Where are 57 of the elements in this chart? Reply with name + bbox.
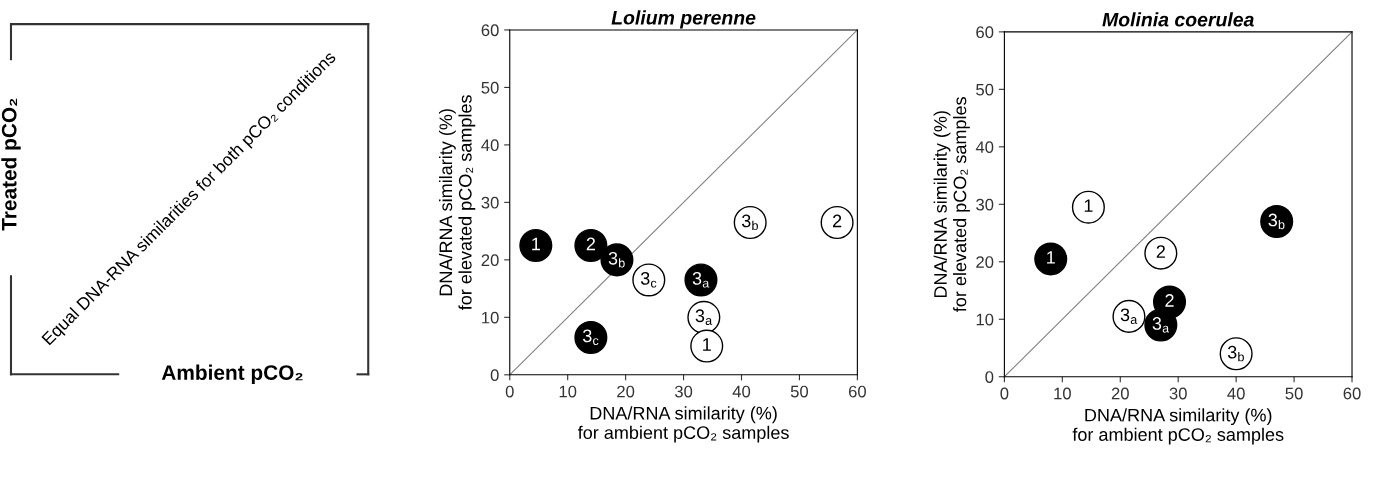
- x-tick-label: 10: [559, 385, 577, 398]
- annotation: 2: [1156, 245, 1165, 258]
- x-tick-label: 60: [848, 385, 866, 398]
- y-tick-label: 40: [975, 141, 994, 154]
- y-axis-title: DNA/RNA similarity (%) for elevated pCO₂ samples: [933, 97, 970, 312]
- x-axis-title: DNA/RNA similarity (%) for ambient pCO₂ samples: [1072, 408, 1284, 445]
- y-tick-label: 0: [985, 371, 994, 383]
- y-tick-label: 60: [976, 26, 994, 39]
- y-tick-label: 60: [481, 24, 499, 37]
- y-tick-label: 50: [976, 83, 994, 96]
- y-tick-label: 20: [976, 256, 994, 268]
- annotation: 3$_{b}$: [608, 251, 625, 268]
- y-tick-label: 50: [481, 81, 499, 94]
- text: Ambient pCO₂: [161, 364, 303, 385]
- x-tick-label: 40: [1227, 387, 1245, 400]
- point: [690, 329, 724, 363]
- annotation: 3$_{b}$: [741, 214, 758, 231]
- x-tick-label: 20: [1111, 387, 1129, 400]
- annotation: 1: [1084, 199, 1093, 212]
- y-tick-label: 30: [976, 198, 994, 211]
- y-tick-label: 20: [481, 254, 499, 267]
- y-tick-label: 40: [481, 139, 499, 152]
- x-tick-label: 50: [790, 385, 809, 398]
- chart-title: Lolium perenne: [611, 10, 756, 29]
- annotation: 2: [1165, 294, 1174, 307]
- annotation: 3$_{a}$: [692, 272, 710, 288]
- text: Treated pCO₂: [1, 98, 21, 231]
- y-tick-label: 0: [490, 369, 499, 382]
- point: [1034, 242, 1068, 276]
- annotation: 3$_{c}$: [640, 272, 657, 288]
- annotation: 3$_{c}$: [582, 329, 599, 346]
- chart-title: Molinia coerulea: [1102, 12, 1254, 27]
- x-tick-label: 10: [1054, 387, 1071, 400]
- annotation: 3$_{a}$: [695, 309, 713, 325]
- x-tick-label: 0: [1000, 387, 1009, 400]
- annotation: 3$_{a}$: [1152, 317, 1170, 333]
- annotation: 3$_{b}$: [1268, 213, 1285, 230]
- y-tick-label: 10: [976, 313, 994, 326]
- annotation: 1: [703, 338, 711, 351]
- x-tick-label: 60: [1343, 387, 1361, 400]
- x-tick-label: 50: [1285, 387, 1303, 400]
- x-tick-label: 40: [732, 385, 751, 398]
- x-axis-title: DNA/RNA similarity (%) for ambient pCO₂ samples: [577, 406, 789, 443]
- annotation: 2: [586, 237, 595, 251]
- annotation: 3$_{a}$: [1120, 308, 1138, 325]
- annotation: 1: [1047, 251, 1055, 264]
- annotation: 3$_{b}$: [1227, 345, 1244, 362]
- point: [519, 228, 553, 263]
- y-tick-label: 10: [482, 311, 499, 324]
- x-tick-label: 20: [617, 385, 635, 398]
- y-tick-label: 30: [481, 196, 499, 209]
- y-axis-title: DNA/RNA similarity (%) for elevated pCO₂ samples: [438, 95, 476, 310]
- x-tick-label: 30: [1169, 387, 1187, 400]
- annotation: 1: [532, 237, 540, 251]
- x-tick-label: 0: [505, 385, 514, 398]
- annotation: 2: [832, 214, 842, 228]
- x-tick-label: 30: [674, 385, 693, 398]
